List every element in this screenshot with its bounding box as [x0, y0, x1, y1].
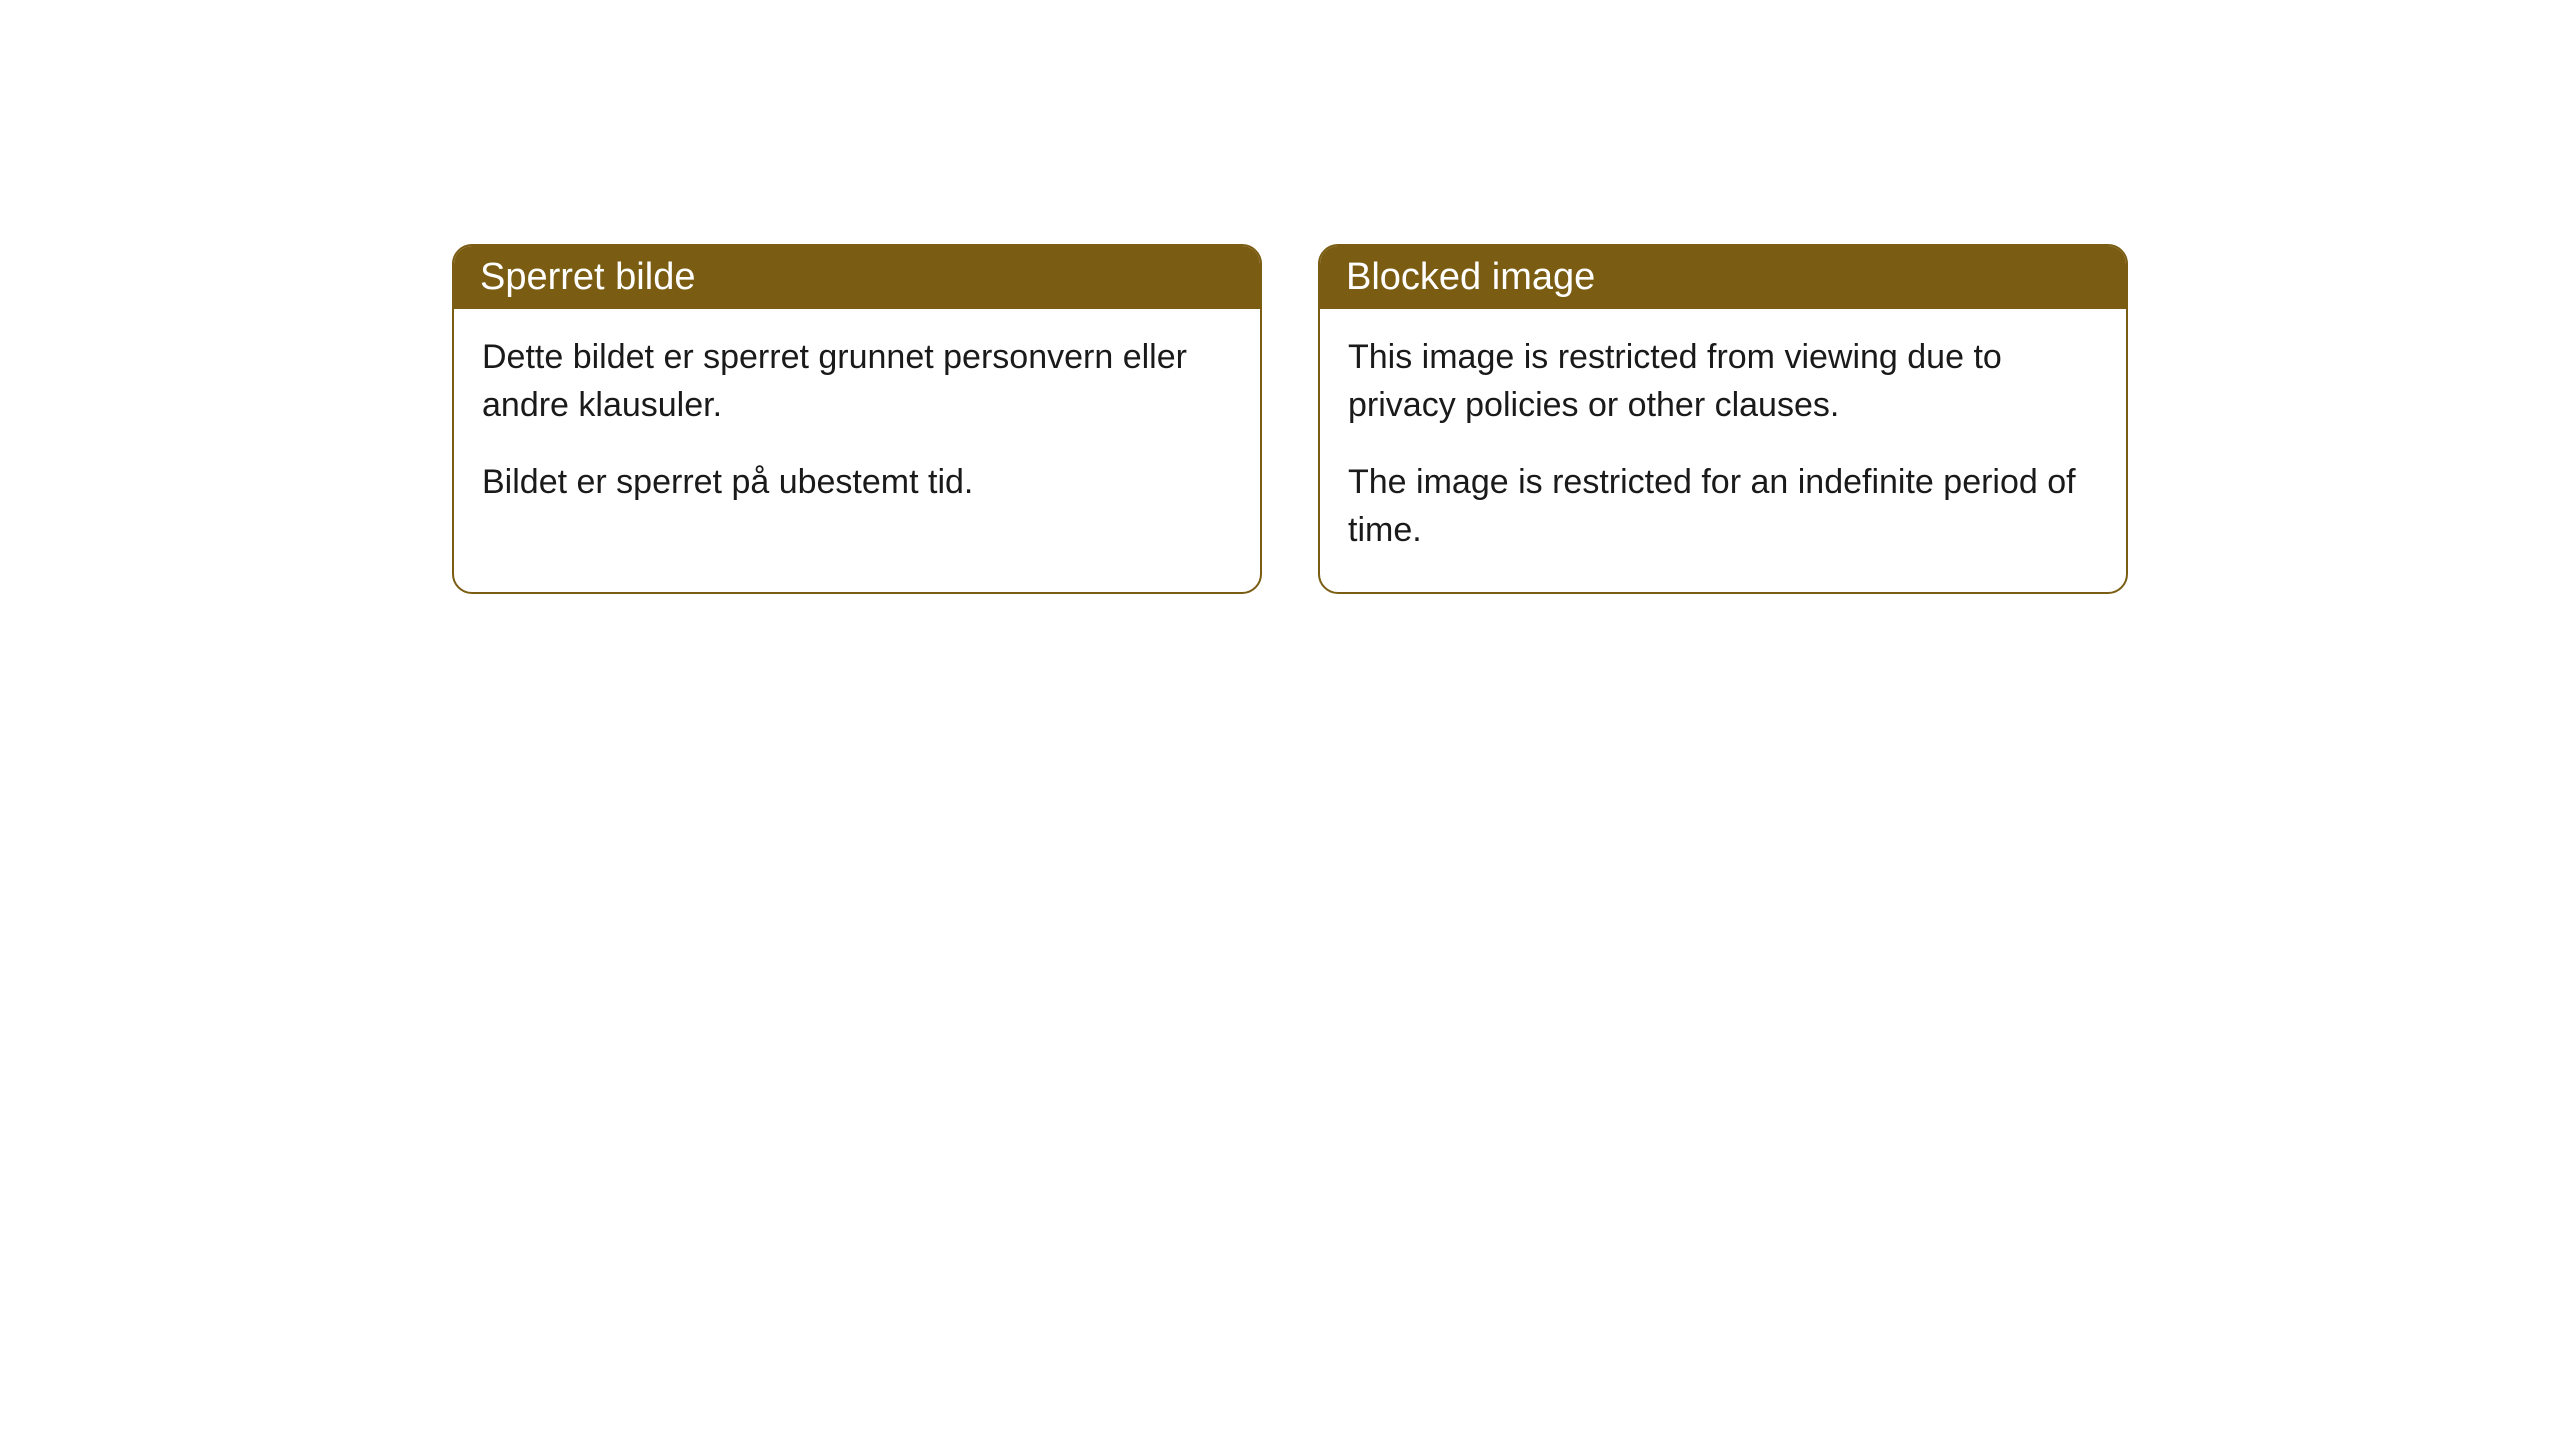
card-body: This image is restricted from viewing du… [1320, 309, 2126, 592]
card-paragraph: This image is restricted from viewing du… [1348, 333, 2098, 430]
blocked-image-card-norwegian: Sperret bilde Dette bildet er sperret gr… [452, 244, 1262, 594]
card-title: Sperret bilde [454, 246, 1260, 309]
card-paragraph: Bildet er sperret på ubestemt tid. [482, 458, 1232, 506]
notice-cards-container: Sperret bilde Dette bildet er sperret gr… [452, 244, 2128, 594]
card-paragraph: The image is restricted for an indefinit… [1348, 458, 2098, 555]
blocked-image-card-english: Blocked image This image is restricted f… [1318, 244, 2128, 594]
card-title: Blocked image [1320, 246, 2126, 309]
card-body: Dette bildet er sperret grunnet personve… [454, 309, 1260, 544]
card-paragraph: Dette bildet er sperret grunnet personve… [482, 333, 1232, 430]
